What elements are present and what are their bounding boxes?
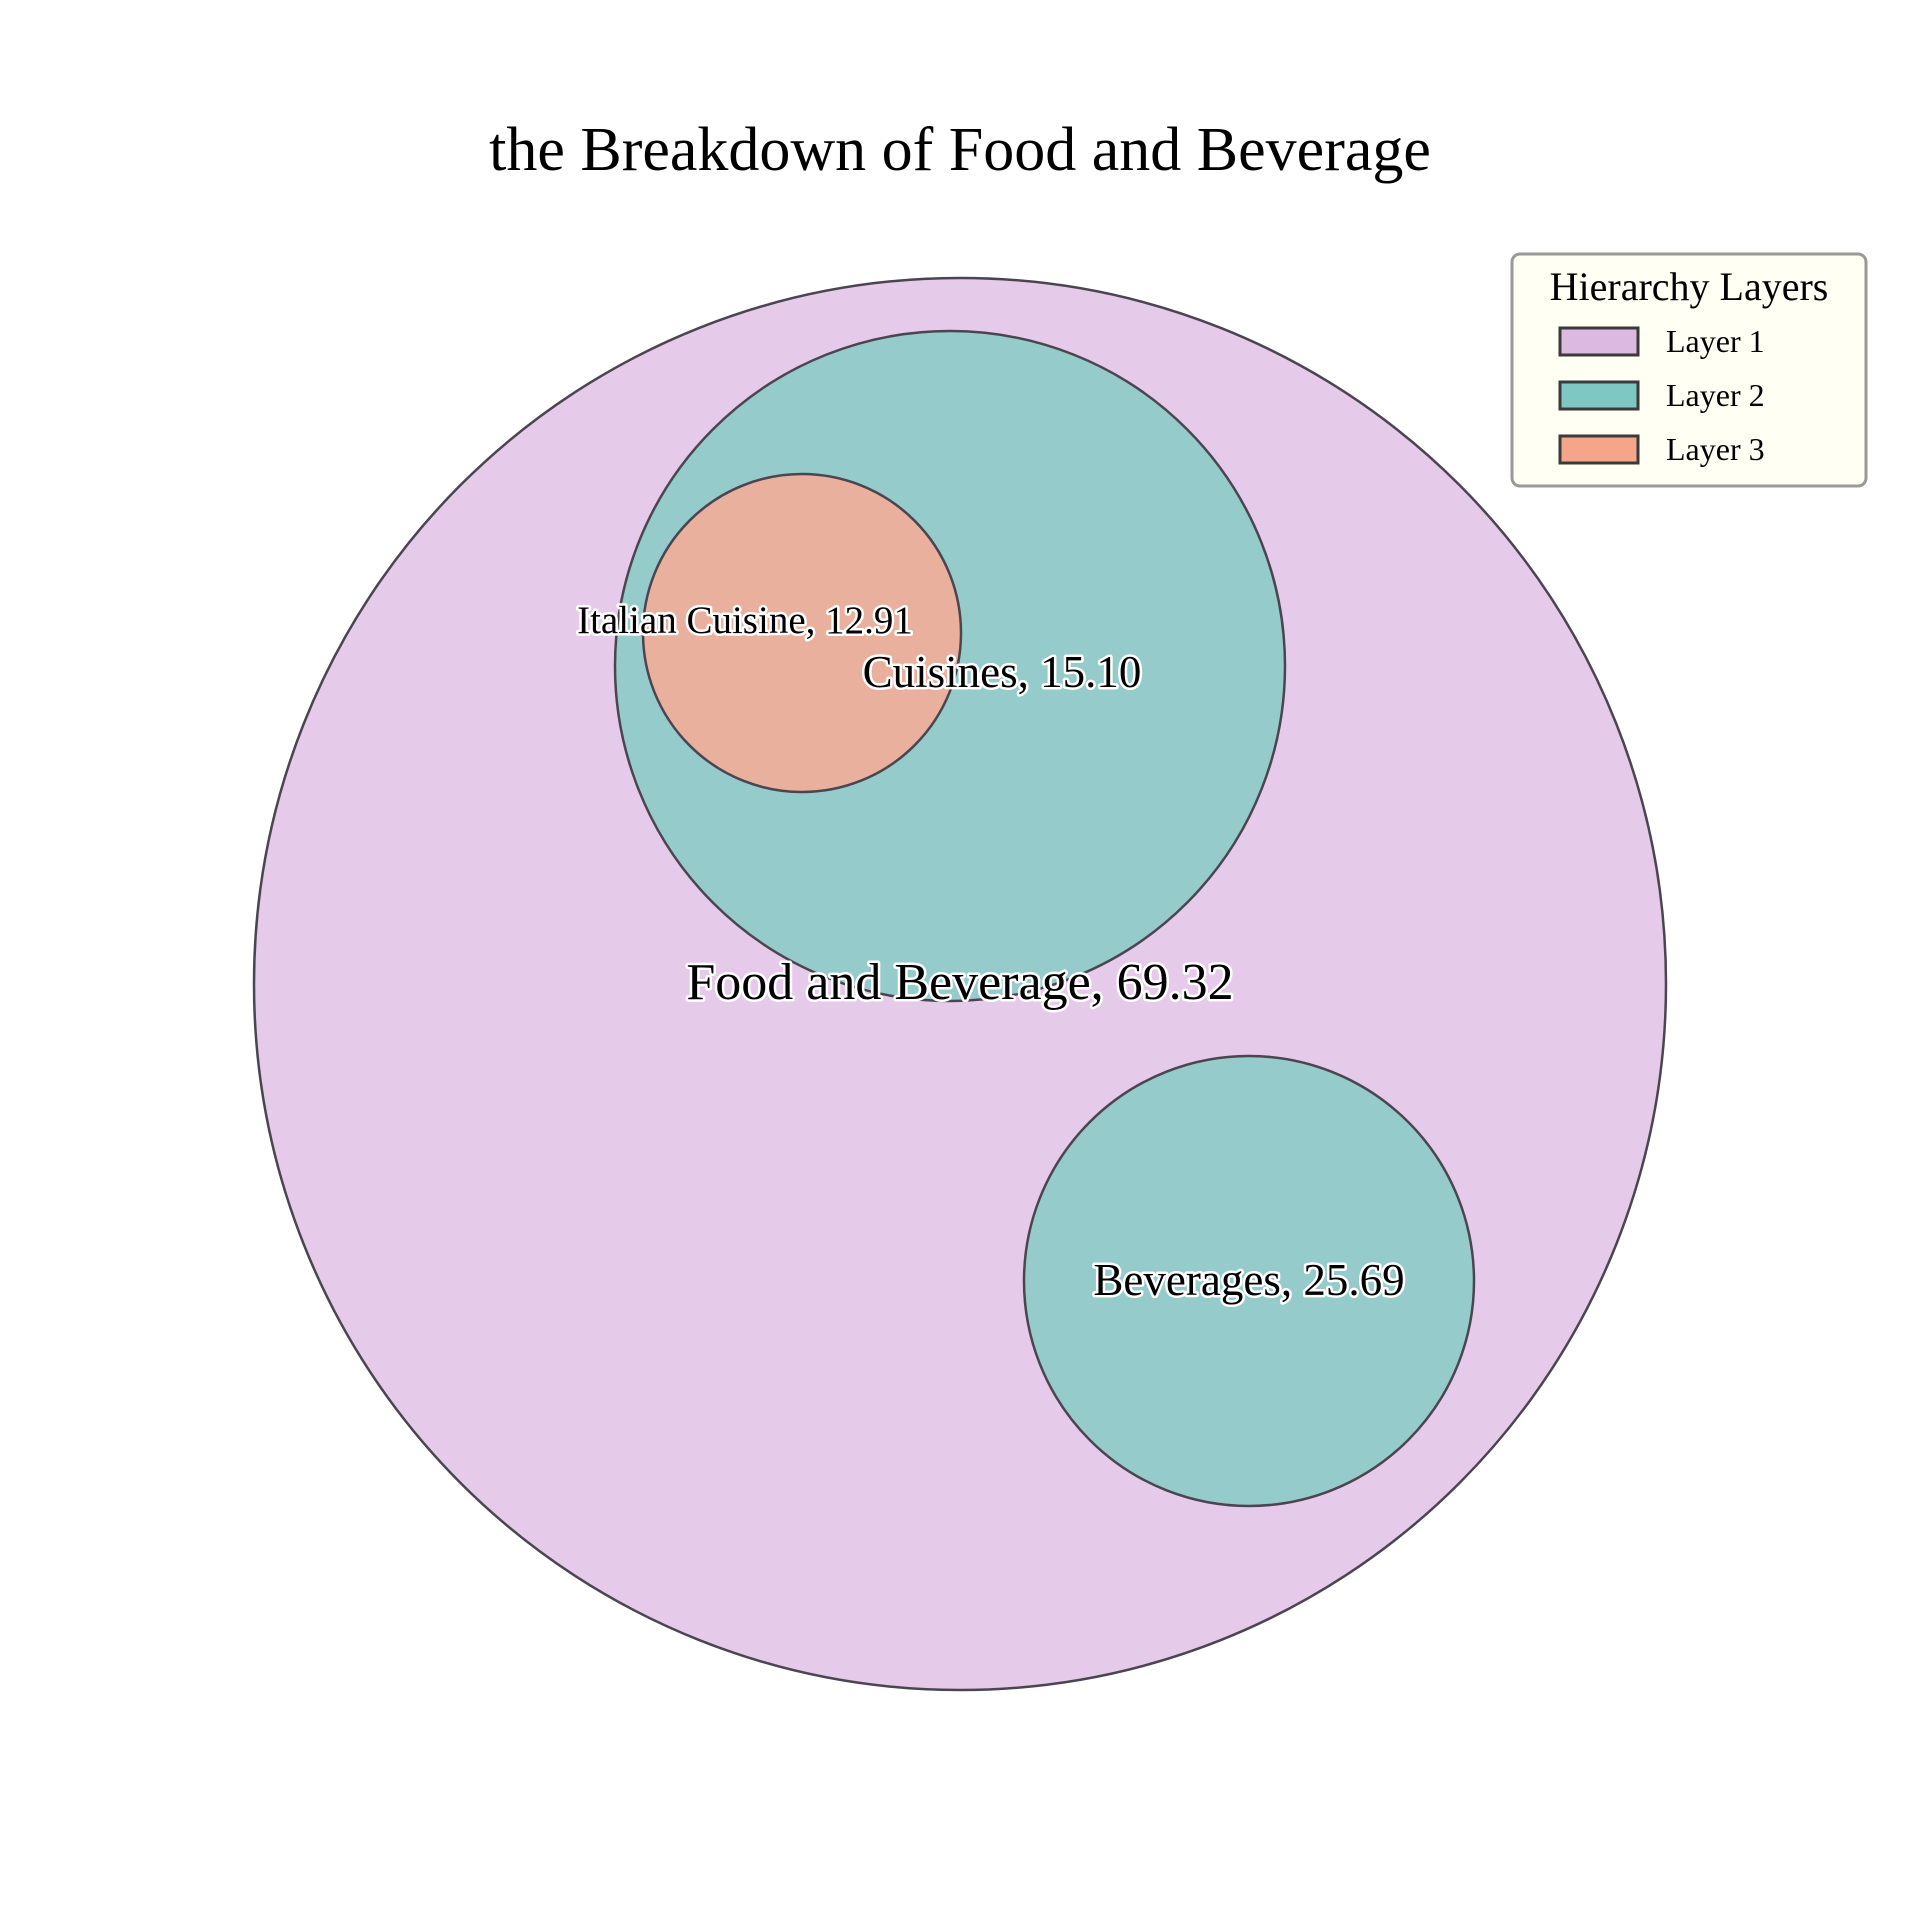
legend-items: Layer 1 Layer 2 Layer 3 bbox=[1558, 323, 1765, 467]
bubble-group bbox=[252, 276, 1668, 1692]
legend: Hierarchy Layers Layer 1 Layer 2 Layer 3 bbox=[1510, 252, 1868, 488]
legend-label-layer-1: Layer 1 bbox=[1666, 323, 1765, 359]
legend-label-layer-2: Layer 2 bbox=[1666, 377, 1765, 413]
bubble-label-italian-cuisine: Italian Cuisine, 12.91 bbox=[577, 599, 913, 642]
bubble-italian-cuisine bbox=[641, 472, 963, 794]
chart-title: the Breakdown of Food and Beverage bbox=[489, 116, 1431, 184]
bubble-label-group: Italian Cuisine, 12.91 Cuisines, 15.10 Foo… bbox=[575, 597, 1407, 1308]
legend-swatch-layer-1 bbox=[1558, 326, 1640, 357]
legend-title: Hierarchy Layers bbox=[1550, 264, 1829, 309]
legend-label-layer-3: Layer 3 bbox=[1666, 431, 1765, 467]
bubble-beverages bbox=[1022, 1054, 1476, 1508]
bubble-label-food-and-beverage: Food and Beverage, 69.32 bbox=[686, 954, 1233, 1011]
bubble-label-beverages: Beverages, 25.69 bbox=[1093, 1255, 1404, 1305]
legend-swatch-layer-2 bbox=[1558, 380, 1640, 411]
legend-box bbox=[1510, 252, 1868, 488]
bubble-label-cuisines: Cuisines, 15.10 bbox=[863, 647, 1142, 697]
legend-swatch-layer-3 bbox=[1558, 434, 1640, 465]
